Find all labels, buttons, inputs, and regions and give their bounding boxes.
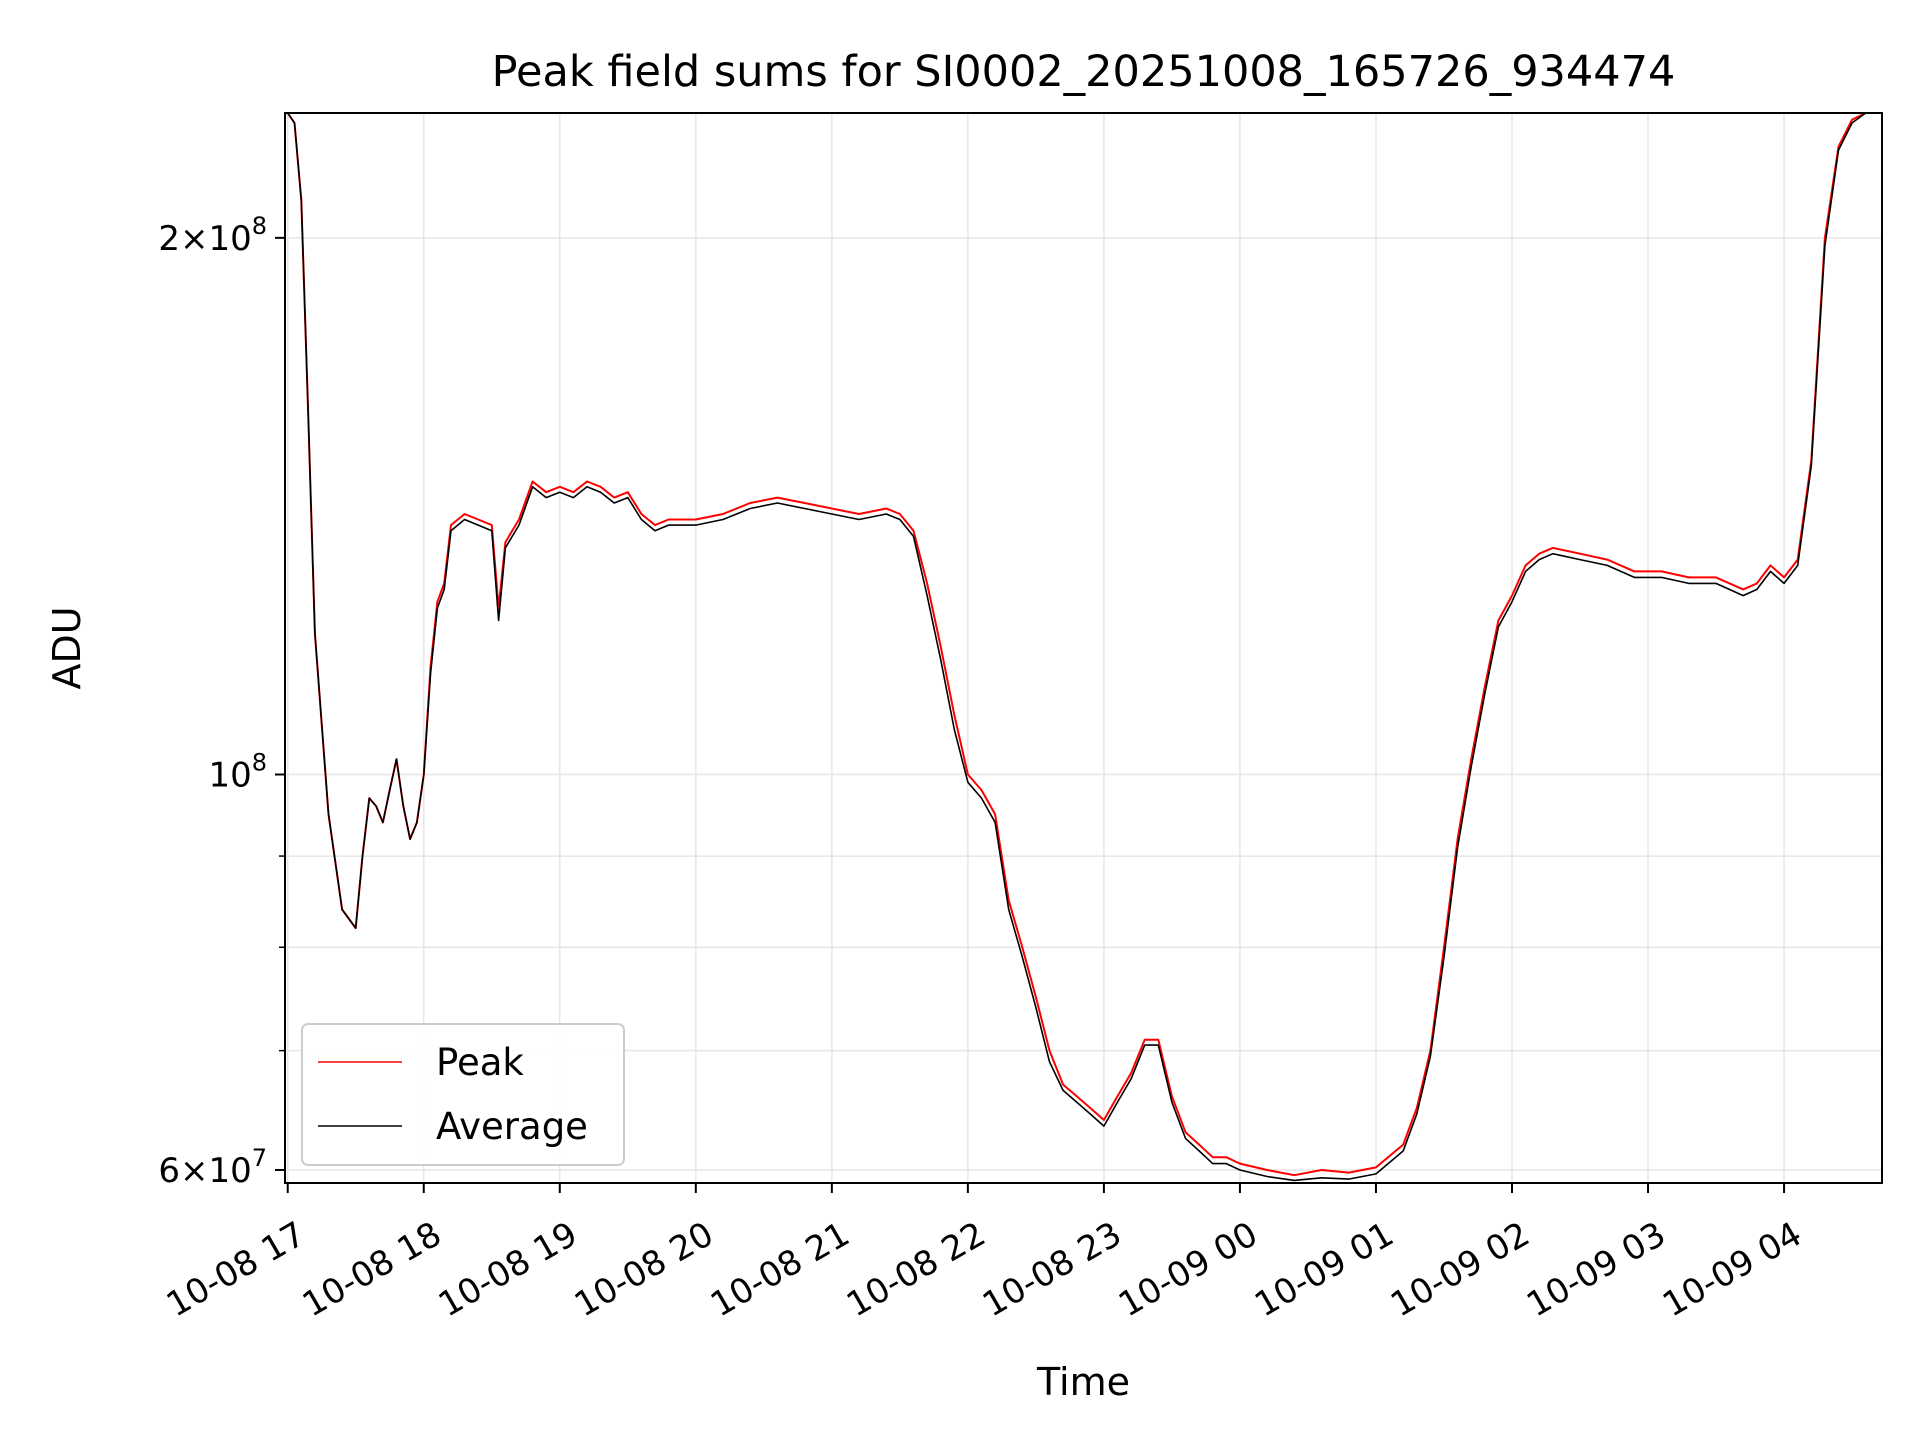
legend-label-peak: Peak (436, 1041, 524, 1084)
series-line-average (287, 113, 1880, 1182)
legend: Peak Average (301, 1023, 625, 1166)
legend-label-average: Average (436, 1105, 588, 1148)
x-axis-label: Time (1036, 1360, 1130, 1404)
legend-box (301, 1023, 625, 1166)
grid (285, 113, 1882, 1183)
plot-frame (284, 112, 1883, 1184)
series-layer (286, 113, 1880, 1182)
y-axis-label: ADU (45, 606, 89, 689)
y-tick-label: 108 (208, 748, 267, 795)
chart-title: Peak field sums for SI0002_20251008_1657… (492, 47, 1676, 97)
y-tick-label: 2×108 (158, 212, 267, 259)
y-tick-label: 6×107 (158, 1144, 267, 1191)
